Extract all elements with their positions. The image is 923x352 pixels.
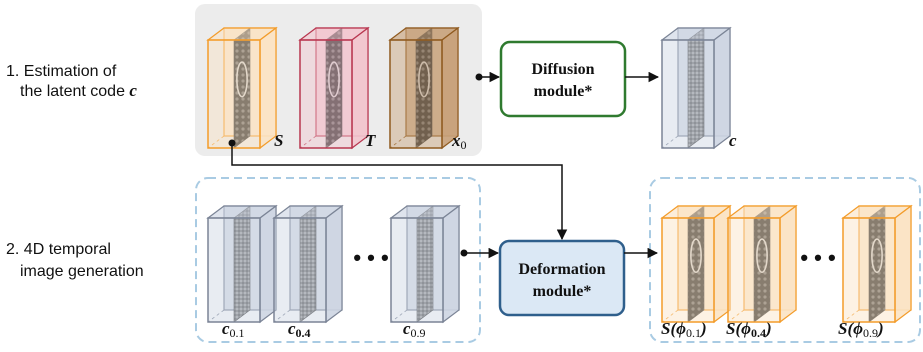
volume-s-phi04	[726, 204, 798, 324]
front-face	[389, 39, 443, 149]
volume-s-phi09	[841, 204, 913, 324]
label-x0: x0	[451, 131, 467, 152]
side-face	[779, 204, 797, 324]
diffusion-module-line2: module*	[534, 83, 593, 100]
volume-s-phi01	[660, 204, 732, 324]
output-panel	[649, 177, 921, 343]
side-face	[259, 26, 277, 150]
section-generation-line2: image generation	[20, 263, 144, 280]
front-face	[273, 217, 327, 323]
ellipsis-latents: • • •	[353, 245, 388, 270]
label-t: T	[365, 131, 376, 150]
front-face	[207, 217, 261, 323]
label-s: S	[274, 131, 283, 150]
volume-c01	[206, 204, 278, 324]
side-face	[325, 204, 343, 324]
section-estimation-line2: the latent code c	[20, 81, 137, 100]
volume-c04	[272, 204, 344, 324]
label-s-phi01: S(ϕ0.1)	[661, 319, 707, 340]
diffusion-module-line1: Diffusion	[531, 61, 594, 78]
deformation-module-line2: module*	[533, 283, 592, 300]
front-face	[661, 217, 715, 323]
side-face	[894, 204, 912, 324]
ellipsis-outputs: • • •	[800, 245, 835, 270]
side-face	[713, 26, 731, 150]
volume-c09	[389, 204, 461, 324]
arrow-s-to-deformation	[231, 143, 568, 241]
label-c: c	[729, 131, 737, 150]
volume-x0	[388, 26, 460, 150]
heart-contour	[871, 238, 883, 274]
label-s-phi04: S(ϕ0.4)	[726, 319, 772, 340]
section-generation-line1: 2. 4D temporal	[6, 241, 111, 258]
front-face	[842, 217, 896, 323]
label-c01: c0.1	[222, 319, 245, 340]
deformation-module-line1: Deformation	[518, 261, 605, 278]
latent-panel	[195, 177, 481, 343]
volume-c	[660, 26, 732, 150]
deformation-module	[498, 239, 626, 317]
front-face	[661, 39, 715, 149]
heart-contour	[756, 238, 768, 274]
heart-contour	[328, 61, 340, 98]
heart-contour	[418, 61, 430, 98]
heart-contour	[690, 238, 702, 274]
front-face	[299, 39, 353, 149]
side-face	[442, 204, 460, 324]
side-face	[351, 26, 369, 150]
section-estimation-line1: 1. Estimation of	[6, 63, 117, 80]
front-face	[727, 217, 781, 323]
label-c04: c0.4	[288, 319, 311, 340]
label-c09: c0.9	[403, 319, 426, 340]
front-face	[207, 39, 261, 149]
volume-s	[206, 26, 278, 150]
front-face	[390, 217, 444, 323]
diffusion-module	[499, 40, 627, 118]
heart-contour	[236, 61, 248, 98]
label-s-phi09: S(ϕ0.9)	[838, 319, 884, 340]
volume-t	[298, 26, 370, 150]
side-face	[441, 26, 459, 150]
